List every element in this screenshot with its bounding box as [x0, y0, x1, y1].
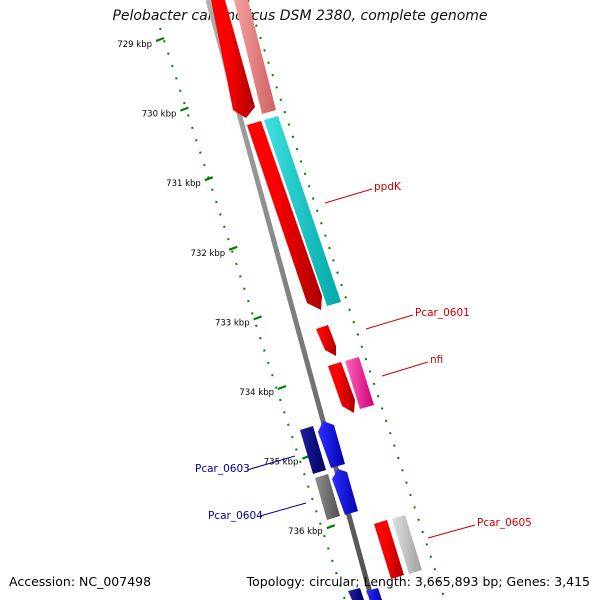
cog-nfi — [345, 357, 374, 409]
label-Pcar_0604: Pcar_0604 — [208, 502, 307, 522]
inner-dotted-track — [159, 27, 346, 600]
gene-label-text: Pcar_0605 — [477, 517, 532, 529]
label-Pcar_0601: Pcar_0601 — [365, 307, 470, 330]
genome-summary: Topology: circular; Length: 3,665,893 bp… — [246, 574, 590, 589]
gene-Pcar_0604 — [332, 469, 358, 515]
gene-label-text: Pcar_0603 — [195, 463, 250, 475]
gene-nfi — [328, 362, 355, 413]
gene-bottom-fragments — [348, 588, 382, 600]
kbp-tick-label: 729 kbp — [117, 40, 152, 50]
cog-Pcar_0605 — [392, 515, 422, 574]
kbp-tick-mark — [155, 36, 165, 43]
gene-Pcar_0601 — [316, 325, 336, 356]
gene-label-text: Pcar_0601 — [415, 307, 470, 319]
kbp-tick-label: 734 kbp — [239, 388, 274, 398]
gene-ppdK — [247, 121, 322, 310]
accession-label: Accession: NC_007498 — [9, 574, 152, 589]
label-nfi: nfi — [381, 354, 443, 377]
label-ppdK: ppdK — [324, 181, 402, 204]
kbp-tick-label: 735 kbp — [264, 458, 299, 468]
kbp-tick-mark — [180, 106, 189, 112]
label-Pcar_0603: Pcar_0603 — [195, 455, 296, 475]
gene-label-text: nfi — [430, 354, 443, 366]
gene-upper-red — [211, 0, 255, 118]
gene-label-text: Pcar_0604 — [208, 510, 263, 522]
label-Pcar_0605: Pcar_0605 — [427, 517, 532, 539]
kbp-tick-label: 730 kbp — [142, 110, 177, 120]
kbp-tick-mark — [253, 315, 262, 321]
outer-dotted-track — [247, 0, 446, 600]
kbp-tick-label: 731 kbp — [166, 179, 201, 189]
kbp-tick-mark — [204, 176, 214, 182]
cog-upper-pink — [234, 0, 276, 114]
kbp-tick-mark — [277, 384, 287, 391]
gene-label-text: ppdK — [374, 181, 402, 193]
gene-Pcar_0603 — [318, 421, 345, 468]
kbp-tick-label: 736 kbp — [288, 527, 323, 537]
kbp-tick-label: 732 kbp — [191, 249, 226, 259]
cog-Pcar_0604 — [315, 474, 340, 520]
cog-ppdK — [264, 116, 341, 306]
kbp-tick-label: 733 kbp — [215, 318, 250, 328]
kbp-tick-mark — [326, 524, 336, 530]
cog-Pcar_0603 — [300, 426, 326, 474]
map-title: Pelobacter carbinolicus DSM 2380, comple… — [112, 8, 488, 24]
gene-Pcar_0605 — [374, 520, 404, 579]
kbp-tick-mark — [228, 245, 238, 251]
